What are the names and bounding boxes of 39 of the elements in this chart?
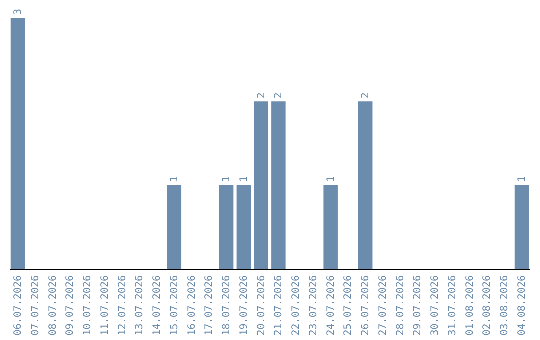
data-label: 2	[360, 92, 372, 99]
data-label: 1	[238, 176, 250, 182]
x-tick-label: 19.07.2026	[238, 276, 250, 336]
x-tick-label: 02.08.2026	[482, 276, 494, 336]
data-label: 1	[222, 176, 233, 182]
x-tick-label: 24.07.2026	[326, 276, 337, 336]
data-label: 1	[326, 176, 337, 182]
x-tick-label: 18.07.2026	[222, 276, 233, 336]
x-tick-label: 14.07.2026	[152, 276, 164, 336]
x-tick-label: 28.07.2026	[395, 276, 406, 336]
x-tick-label: 20.07.2026	[256, 276, 268, 336]
x-tick-label: 23.07.2026	[308, 276, 320, 336]
x-tick-label: 22.07.2026	[291, 276, 302, 336]
x-tick-label: 01.08.2026	[464, 276, 476, 336]
x-tick-label: 27.07.2026	[378, 276, 389, 336]
x-tick-label: 03.08.2026	[500, 276, 511, 336]
x-tick-label: 17.07.2026	[204, 276, 216, 336]
x-tick-label: 09.07.2026	[65, 276, 76, 336]
data-label: 1	[517, 176, 528, 182]
x-tick-label: 13.07.2026	[134, 276, 146, 336]
x-tick-label: 06.07.2026	[12, 276, 24, 336]
data-label: 2	[256, 92, 268, 99]
x-tick-label: 29.07.2026	[412, 276, 424, 336]
x-tick-label: 21.07.2026	[274, 276, 285, 336]
x-tick-label: 07.07.2026	[30, 276, 42, 336]
x-tick-label: 10.07.2026	[82, 276, 94, 336]
x-tick-label: 30.07.2026	[430, 276, 442, 336]
x-tick-label: 26.07.2026	[360, 276, 372, 336]
x-tick-label: 12.07.2026	[117, 276, 128, 336]
data-label: 3	[12, 8, 24, 15]
x-tick-label: 04.08.2026	[517, 276, 528, 336]
x-tick-label: 08.07.2026	[48, 276, 59, 336]
data-label: 1	[169, 176, 180, 182]
x-tick-label: 31.07.2026	[447, 276, 458, 336]
data-label: 2	[274, 92, 285, 99]
x-tick-label: 16.07.2026	[186, 276, 198, 336]
x-tick-label: 11.07.2026	[100, 276, 111, 336]
x-tick-label: 15.07.2026	[169, 276, 180, 336]
x-tick-label: 25.07.2026	[343, 276, 354, 336]
